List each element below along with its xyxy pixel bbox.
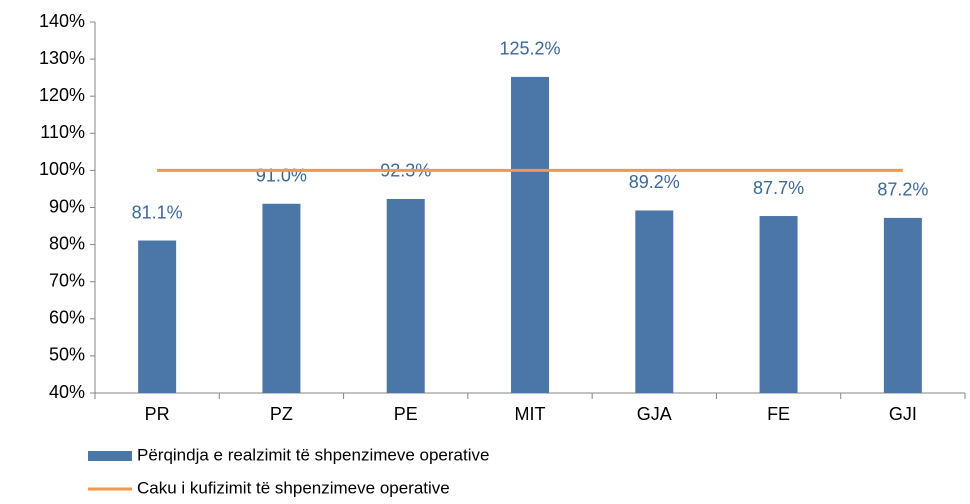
x-tick-label: MIT bbox=[515, 404, 546, 424]
y-tick-label: 50% bbox=[49, 345, 85, 365]
data-label: 125.2% bbox=[499, 39, 560, 59]
y-tick-label: 70% bbox=[49, 270, 85, 290]
x-tick-label: PR bbox=[145, 404, 170, 424]
legend-label: Caku i kufizimit të shpenzimeve operativ… bbox=[137, 478, 450, 497]
y-tick-label: 130% bbox=[39, 48, 85, 68]
x-tick-label: FE bbox=[767, 404, 790, 424]
data-label: 81.1% bbox=[132, 202, 183, 222]
y-tick-label: 100% bbox=[39, 159, 85, 179]
bar bbox=[759, 216, 798, 393]
y-tick-label: 80% bbox=[49, 233, 85, 253]
x-tick-label: PZ bbox=[270, 404, 293, 424]
data-label: 91.0% bbox=[256, 166, 307, 186]
y-tick-label: 140% bbox=[39, 11, 85, 31]
bar bbox=[635, 210, 674, 393]
x-tick-label: PE bbox=[394, 404, 418, 424]
y-tick-label: 60% bbox=[49, 308, 85, 328]
y-tick-label: 40% bbox=[49, 382, 85, 402]
data-label: 87.7% bbox=[753, 178, 804, 198]
bar bbox=[386, 198, 425, 393]
x-tick-label: GJA bbox=[637, 404, 672, 424]
bar bbox=[262, 203, 301, 393]
legend-swatch bbox=[88, 451, 132, 461]
y-tick-label: 120% bbox=[39, 85, 85, 105]
bar bbox=[511, 76, 549, 394]
y-tick-label: 110% bbox=[40, 122, 85, 142]
bar bbox=[883, 217, 922, 393]
data-label: 89.2% bbox=[629, 172, 680, 192]
y-tick-label: 90% bbox=[49, 196, 85, 216]
x-tick-label: GJI bbox=[889, 404, 917, 424]
legend-label: Përqindja e realzimit të shpenzimeve ope… bbox=[137, 445, 489, 464]
data-label: 87.2% bbox=[877, 180, 928, 200]
bar bbox=[138, 240, 177, 393]
